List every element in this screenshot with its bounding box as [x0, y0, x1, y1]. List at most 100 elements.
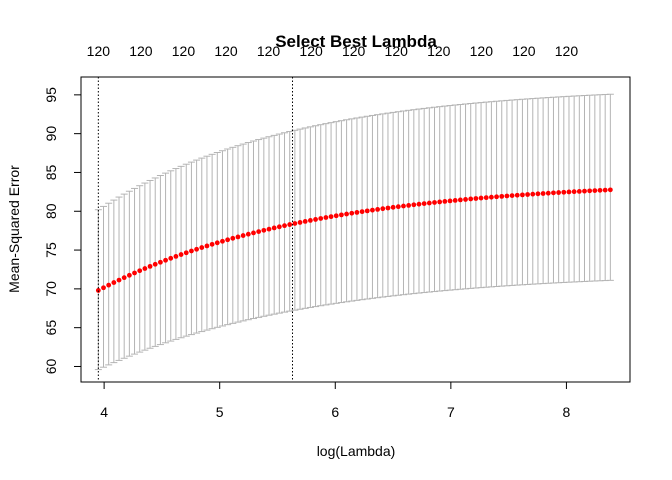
data-point [525, 192, 531, 197]
error-bars [94, 93, 614, 371]
x-tick-label: 5 [216, 404, 224, 420]
data-point [271, 225, 277, 231]
data-point [426, 200, 432, 206]
x-tick-label: 8 [563, 404, 571, 420]
data-point [147, 263, 153, 269]
data-point [452, 197, 458, 203]
y-axis: 60 65 70 75 80 85 90 95 [43, 87, 82, 374]
top-axis-label: 120 [470, 43, 494, 59]
data-point [437, 199, 443, 205]
chart-title: Select Best Lambda [275, 32, 437, 51]
data-point [421, 201, 427, 206]
data-point [276, 224, 282, 230]
data-point [152, 261, 158, 267]
data-point [204, 243, 210, 249]
data-point [494, 194, 499, 200]
top-axis-label: 120 [512, 43, 536, 59]
x-tick-label: 6 [331, 404, 339, 420]
data-point [530, 191, 536, 197]
x-tick-label: 4 [100, 404, 108, 420]
data-point [292, 221, 298, 226]
data-point [183, 250, 189, 256]
top-axis-label: 120 [555, 43, 579, 59]
data-point [504, 193, 510, 199]
data-point [199, 245, 205, 250]
data-point [173, 254, 179, 259]
y-tick-label: 65 [43, 320, 59, 336]
data-point [385, 205, 391, 211]
data-points [95, 187, 613, 293]
data-point [344, 211, 349, 217]
top-axis-label: 120 [385, 43, 409, 59]
data-point [142, 266, 148, 271]
data-point [520, 192, 525, 198]
data-point [220, 238, 225, 244]
data-point [95, 288, 101, 293]
y-tick-label: 80 [43, 203, 59, 219]
data-point [582, 188, 587, 194]
top-axis-label: 120 [427, 43, 451, 59]
data-point [111, 280, 117, 285]
data-point [307, 217, 313, 223]
data-point [551, 190, 556, 196]
data-point [602, 187, 608, 193]
data-point [457, 197, 463, 203]
data-point [333, 213, 339, 219]
data-point [101, 285, 106, 291]
data-point [354, 210, 360, 215]
data-point [194, 246, 200, 252]
data-point [157, 259, 163, 265]
data-point [339, 212, 344, 218]
data-point [478, 195, 484, 201]
top-axis-label: 120 [257, 43, 281, 59]
data-point [313, 217, 318, 222]
data-point [359, 209, 365, 215]
data-point [561, 189, 567, 195]
data-point [266, 226, 272, 232]
top-axis-labels: 120 120 120 120 120 120 120 120 120 120 120 120 [87, 43, 579, 59]
top-axis-label: 120 [342, 43, 366, 59]
data-point [468, 196, 474, 202]
data-point [411, 202, 417, 208]
data-point [514, 192, 520, 198]
data-point [189, 248, 194, 254]
data-point [556, 190, 562, 195]
data-point [132, 270, 137, 276]
data-point [297, 220, 303, 225]
data-point [137, 268, 143, 274]
data-point [364, 208, 370, 214]
x-tick-label: 7 [447, 404, 455, 420]
data-point [401, 203, 406, 209]
x-axis-label: log(Lambda) [317, 443, 396, 459]
x-axis: 4 5 6 7 8 [100, 381, 571, 420]
data-point [209, 241, 215, 247]
data-point [106, 282, 112, 288]
data-point [256, 229, 262, 235]
data-point [540, 191, 546, 196]
data-point [121, 275, 127, 281]
y-tick-label: 85 [43, 164, 59, 180]
data-point [483, 195, 489, 201]
data-point [416, 201, 422, 207]
data-point [432, 200, 437, 205]
data-point [406, 202, 412, 208]
data-point [395, 204, 401, 210]
data-point [375, 206, 381, 212]
data-point [390, 204, 396, 210]
data-point [488, 194, 494, 200]
top-axis-label: 120 [172, 43, 196, 59]
data-point [302, 218, 308, 224]
top-axis-label: 120 [87, 43, 111, 59]
data-point [251, 230, 256, 236]
data-point [328, 214, 334, 220]
data-point [463, 197, 468, 202]
data-point [607, 187, 613, 193]
data-point [545, 190, 551, 196]
data-point [370, 207, 375, 213]
data-point [240, 233, 246, 238]
data-point [116, 277, 122, 283]
y-axis-label: Mean-Squared Error [6, 165, 22, 293]
y-tick-label: 95 [43, 87, 59, 103]
data-point [225, 237, 231, 243]
